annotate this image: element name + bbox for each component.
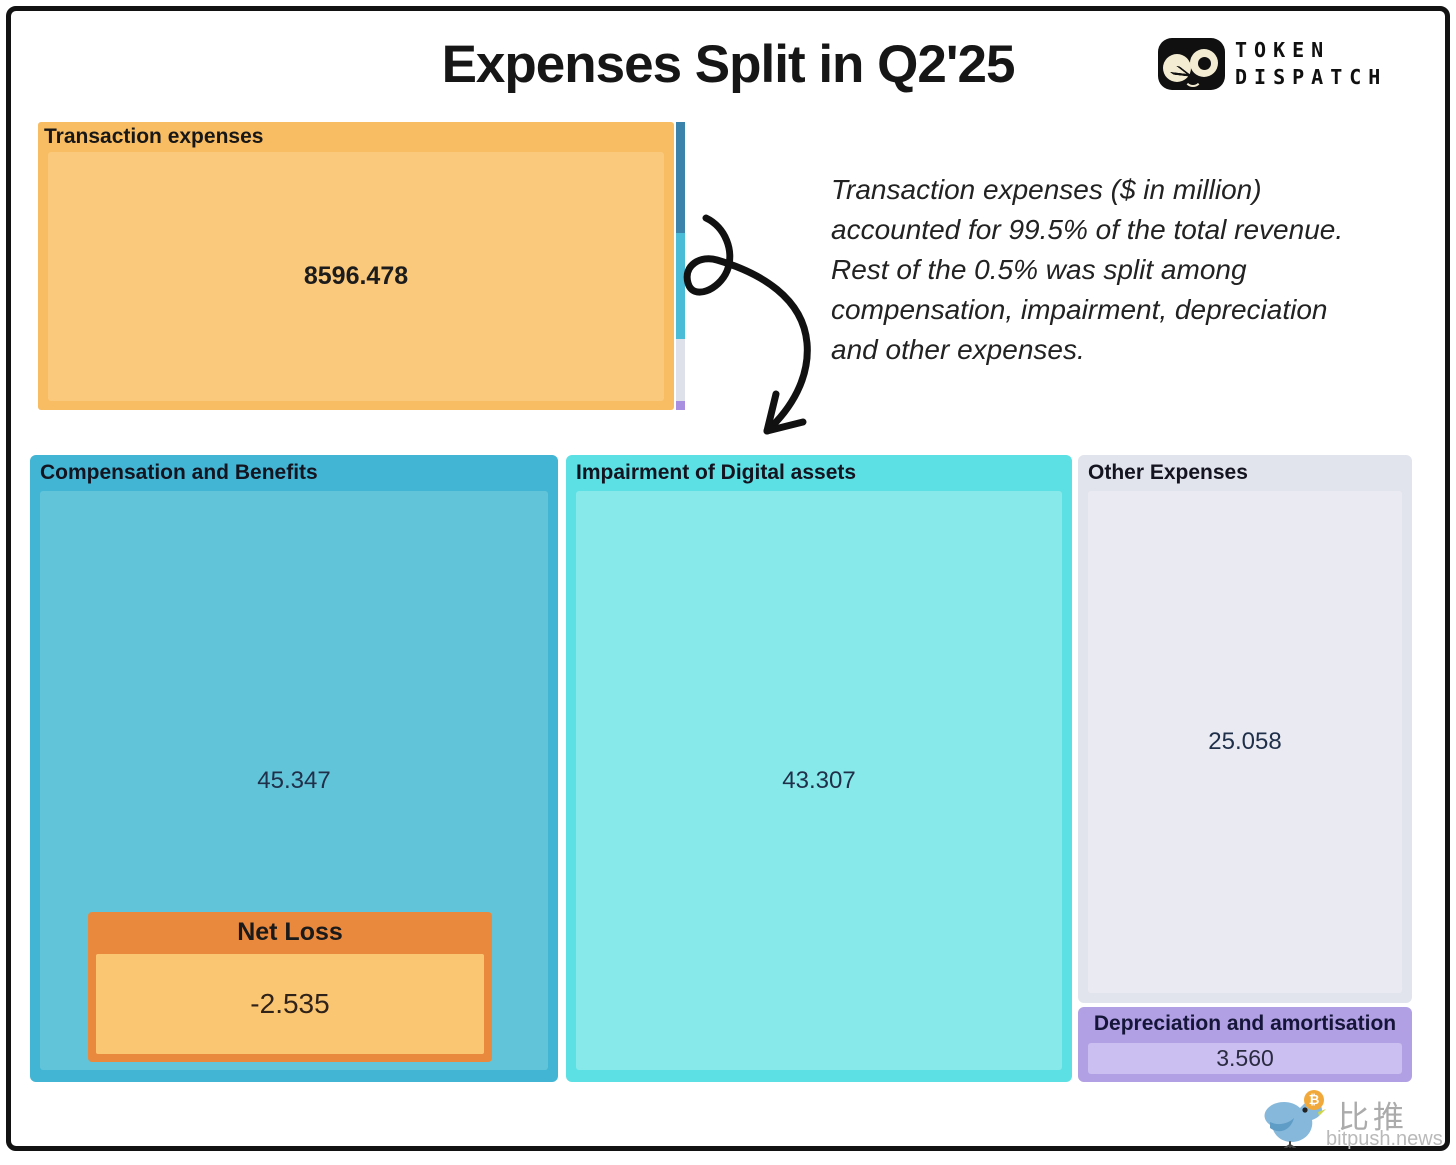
- bird-icon: [1264, 1101, 1326, 1148]
- logo-wordmark: TOKEN DISPATCH: [1235, 37, 1387, 91]
- chart-title: Expenses Split in Q2'25: [441, 35, 1016, 94]
- depreciation-box-body: [1088, 1043, 1402, 1074]
- compensation-box-label: Compensation and Benefits: [40, 461, 318, 484]
- impairment-box-body: [576, 491, 1062, 1070]
- depreciation-box-label: Depreciation and amortisation: [1093, 1012, 1397, 1035]
- treemap-box-transaction-expenses: Transaction expenses 8596.478: [38, 122, 674, 410]
- transaction-box-body: [48, 152, 664, 401]
- other-expenses-box-label: Other Expenses: [1088, 461, 1248, 484]
- treemap-box-depreciation: Depreciation and amortisation 3.560: [1078, 1007, 1412, 1082]
- net-loss-label: Net Loss: [237, 918, 343, 946]
- treemap-box-other-expenses: Other Expenses 25.058: [1078, 455, 1412, 1003]
- other-expenses-box-body: [1088, 491, 1402, 993]
- owl-smile-icon: [1184, 76, 1202, 87]
- sliver-impairment: [676, 233, 685, 339]
- bitpush-chinese-name: 比推: [1338, 1100, 1408, 1135]
- treemap-box-compensation: Compensation and Benefits 45.347 Net Los…: [30, 455, 558, 1082]
- owl-icon: [1158, 38, 1225, 90]
- logo-line-2: DISPATCH: [1235, 65, 1388, 89]
- other-expenses-box-value: 25.058: [1208, 728, 1282, 755]
- bitpush-domain: bitpush.news: [1326, 1128, 1443, 1150]
- transaction-box-value: 8596.478: [303, 262, 409, 290]
- annotation-text: Transaction expenses ($ in million) acco…: [831, 174, 1344, 365]
- treemap-box-impairment: Impairment of Digital assets 43.307: [566, 455, 1072, 1082]
- sliver-compensation: [676, 122, 685, 233]
- sliver-depreciation: [676, 401, 685, 410]
- impairment-box-label: Impairment of Digital assets: [576, 461, 857, 484]
- sliver-other-expenses: [676, 339, 685, 401]
- owl-pupil-icon: [1198, 57, 1211, 70]
- compensation-box-value: 45.347: [257, 766, 331, 794]
- treemap-box-net-loss: Net Loss -2.535: [88, 912, 492, 1062]
- treemap-minor-sliver: [676, 122, 685, 410]
- hand-drawn-arrow-icon: [683, 214, 811, 435]
- logo-line-1: TOKEN: [1235, 38, 1331, 62]
- net-loss-value: -2.535: [96, 954, 484, 1054]
- depreciation-box-value: 3.560: [1216, 1045, 1274, 1071]
- impairment-box-value: 43.307: [782, 766, 856, 794]
- transaction-box-label: Transaction expenses: [44, 125, 264, 148]
- bitpush-logo: ₿ 比推 bitpush.news: [1258, 1090, 1443, 1152]
- token-dispatch-logo: TOKEN DISPATCH: [1158, 36, 1424, 92]
- bitcoin-icon: ₿: [1304, 1090, 1324, 1110]
